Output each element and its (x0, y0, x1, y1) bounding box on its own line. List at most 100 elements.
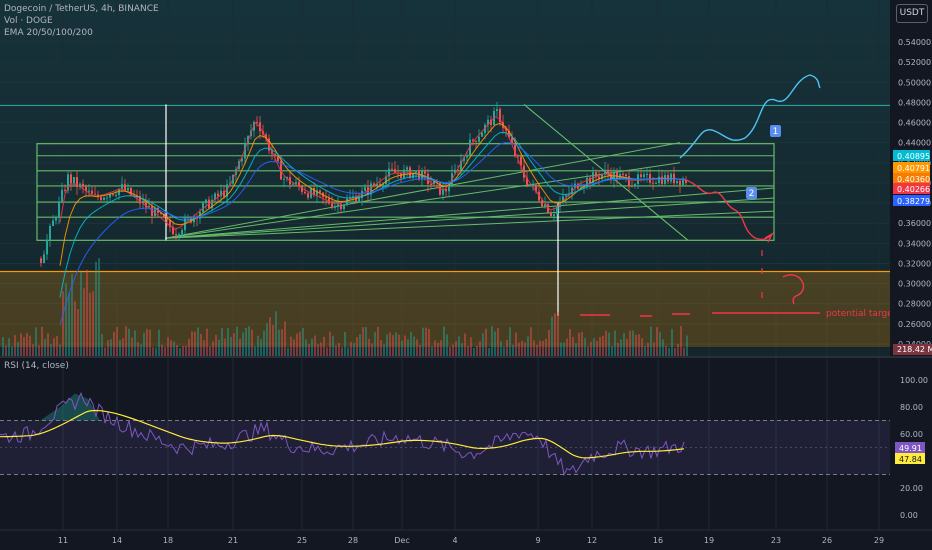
volume-bar (422, 327, 424, 356)
volume-bar (470, 337, 472, 356)
volume-bar (281, 329, 283, 356)
candle-body (133, 195, 135, 197)
volume-bar (599, 337, 601, 356)
volume-bar (122, 338, 124, 356)
volume-bar (203, 340, 205, 356)
volume-bar (2, 337, 4, 356)
candle-body (220, 190, 222, 197)
volume-bar (62, 291, 64, 356)
ema-legend[interactable]: EMA 20/50/100/200 (4, 28, 93, 38)
candle-body (64, 189, 66, 191)
volume-bar (401, 340, 403, 356)
candle-body (352, 196, 354, 198)
volume-bar (92, 291, 94, 356)
volume-bar (176, 344, 178, 356)
price-tick-label: 0.26000 (898, 320, 931, 329)
volume-bar (521, 340, 523, 356)
bullish-scenario-path (679, 74, 821, 159)
candle-body (88, 190, 90, 192)
volume-bar (191, 331, 193, 356)
volume-bar (71, 273, 73, 356)
support-zone (0, 271, 890, 348)
candle-body (436, 181, 438, 183)
candle-body (448, 186, 450, 192)
volume-bar (425, 327, 427, 356)
rsi-value-label: 47.84 (899, 455, 922, 464)
volume-bar (638, 334, 640, 356)
candle-body (622, 173, 624, 175)
volume-bar (29, 335, 31, 356)
rsi-legend[interactable]: RSI (14, close) (4, 361, 69, 371)
volume-bar (476, 345, 478, 356)
price-tick-label: 0.34000 (898, 239, 931, 248)
rsi-value-background (895, 453, 925, 464)
volume-bar (542, 340, 544, 356)
volume-bar (458, 336, 460, 356)
candle-body (277, 154, 279, 162)
volume-bar (356, 337, 358, 356)
volume-bar (437, 342, 439, 356)
candle-body (307, 193, 309, 198)
volume-bar (683, 347, 685, 356)
candle-body (562, 196, 564, 203)
volume-legend[interactable]: Vol · DOGE (4, 16, 53, 26)
candle-body (550, 213, 552, 217)
candle-body (91, 190, 93, 194)
volume-bar (530, 327, 532, 356)
candle-body (565, 195, 567, 197)
volume-bar (59, 344, 61, 356)
volume-bar (584, 338, 586, 356)
rsi-tick-label: 0.00 (900, 511, 918, 520)
time-tick-label: 21 (228, 536, 238, 545)
candle-body (544, 204, 546, 207)
candle-body (607, 169, 609, 174)
volume-bar (524, 342, 526, 356)
volume-bar (626, 338, 628, 356)
volume-bar (272, 324, 274, 356)
time-tick-label: 11 (58, 536, 68, 545)
rsi-value-background (895, 442, 925, 453)
volume-bar (317, 344, 319, 356)
volume-bar (380, 340, 382, 356)
candle-body (595, 172, 597, 177)
candle-body (631, 185, 633, 187)
candle-body (670, 173, 672, 182)
candle-body (658, 176, 660, 183)
price-label: 0.38279 (897, 197, 930, 206)
volume-bar (38, 345, 40, 356)
candle-body (49, 226, 51, 240)
volume-bar (371, 343, 373, 356)
trend-fan-line-3 (164, 210, 775, 239)
volume-bar (50, 344, 52, 356)
volume-bar (560, 342, 562, 356)
candle-body (244, 143, 246, 159)
candle-body (406, 167, 408, 170)
scenario-badge-1 (770, 125, 781, 137)
volume-bar (32, 344, 34, 356)
candle-body (76, 177, 78, 187)
candle-body (412, 172, 414, 179)
volume-bar (332, 335, 334, 356)
volume-bar (647, 342, 649, 356)
candle-body (445, 188, 447, 192)
candle-body (547, 204, 549, 214)
candle-body (58, 201, 60, 218)
candle-body (172, 226, 174, 235)
volume-bar (497, 327, 499, 356)
rsi-line (0, 391, 685, 477)
time-tick-label: 18 (163, 536, 173, 545)
volume-bar (179, 347, 181, 356)
candle-body (112, 194, 114, 196)
price-label: 0.40360 (897, 175, 930, 184)
symbol-title[interactable]: Dogecoin / TetherUS, 4h, BINANCE (4, 4, 159, 14)
candle-body (676, 180, 678, 184)
candle-body (283, 178, 285, 180)
volume-bar (686, 335, 688, 356)
ema-line-0 (59, 116, 686, 230)
volume-bar (26, 333, 28, 356)
price-tick-label: 0.46000 (898, 119, 931, 128)
candle-body (52, 220, 54, 227)
volume-bar (284, 321, 286, 356)
currency-button[interactable]: USDT (896, 4, 928, 23)
